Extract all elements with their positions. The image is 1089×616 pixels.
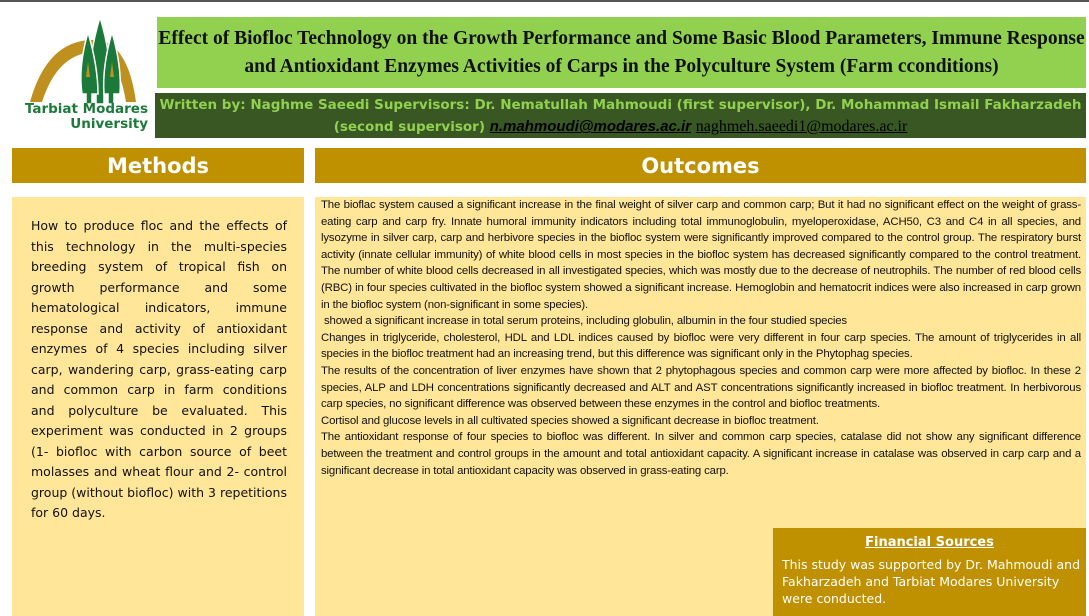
outcomes-paragraph: showed a significant increase in total s…	[321, 315, 847, 328]
university-logo: Tarbiat Modares University	[18, 12, 153, 137]
email-link-mahmoudi[interactable]: n.mahmoudi@modares.ac.ir	[489, 118, 692, 135]
outcomes-paragraph: The bioflac system caused a significant …	[321, 199, 1081, 311]
outcomes-paragraph: The results of the concentration of live…	[321, 364, 1081, 411]
outcomes-heading: Outcomes	[315, 148, 1086, 183]
logo-text-line2: University	[70, 116, 148, 132]
outcomes-paragraph: The antioxidant response of four species…	[321, 431, 1081, 477]
financial-sources-heading: Financial Sources	[865, 535, 994, 550]
title-banner: Effect of Biofloc Technology on the Grow…	[157, 17, 1086, 88]
email-link-saeedi[interactable]: naghmeh.saeedi1@modares.ac.ir	[695, 118, 908, 135]
logo-text: Tarbiat Modares University	[18, 102, 148, 132]
methods-body: How to produce floc and the effects of t…	[31, 218, 287, 520]
outcomes-paragraph: Cortisol and glucose levels in all culti…	[321, 414, 819, 427]
financial-sources-body: This study was supported by Dr. Mahmoudi…	[782, 557, 1080, 606]
poster-title: Effect of Biofloc Technology on the Grow…	[158, 27, 1085, 77]
cypress-arch-icon	[30, 14, 136, 105]
outcomes-body: The bioflac system caused a significant …	[321, 197, 1081, 479]
methods-panel: How to produce floc and the effects of t…	[12, 197, 304, 616]
author-bar: Written by: Naghme Saeedi Supervisors: D…	[155, 93, 1086, 138]
methods-heading: Methods	[12, 148, 304, 183]
authors-text: Written by: Naghme Saeedi Supervisors: D…	[159, 97, 1082, 135]
outcomes-paragraph: Changes in triglyceride, cholesterol, HD…	[321, 331, 1081, 361]
top-border	[0, 0, 1089, 2]
logo-text-line1: Tarbiat Modares	[24, 101, 148, 117]
financial-sources-box: Financial Sources This study was support…	[773, 528, 1086, 616]
